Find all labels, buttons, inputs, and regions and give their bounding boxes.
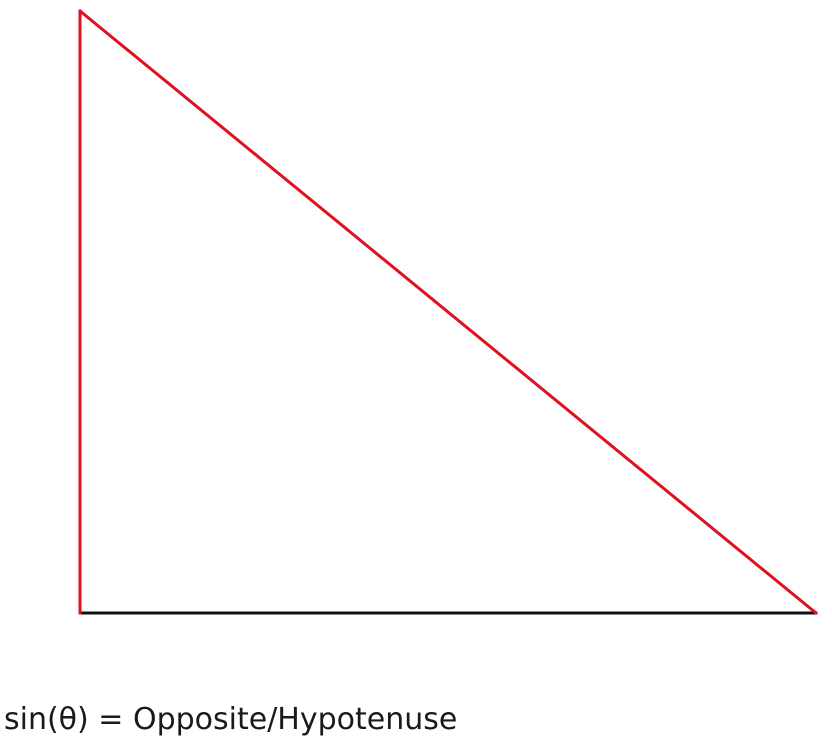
sine-formula-caption: sin(θ) = Opposite/Hypotenuse	[4, 702, 458, 737]
hypotenuse	[78, 9, 818, 615]
